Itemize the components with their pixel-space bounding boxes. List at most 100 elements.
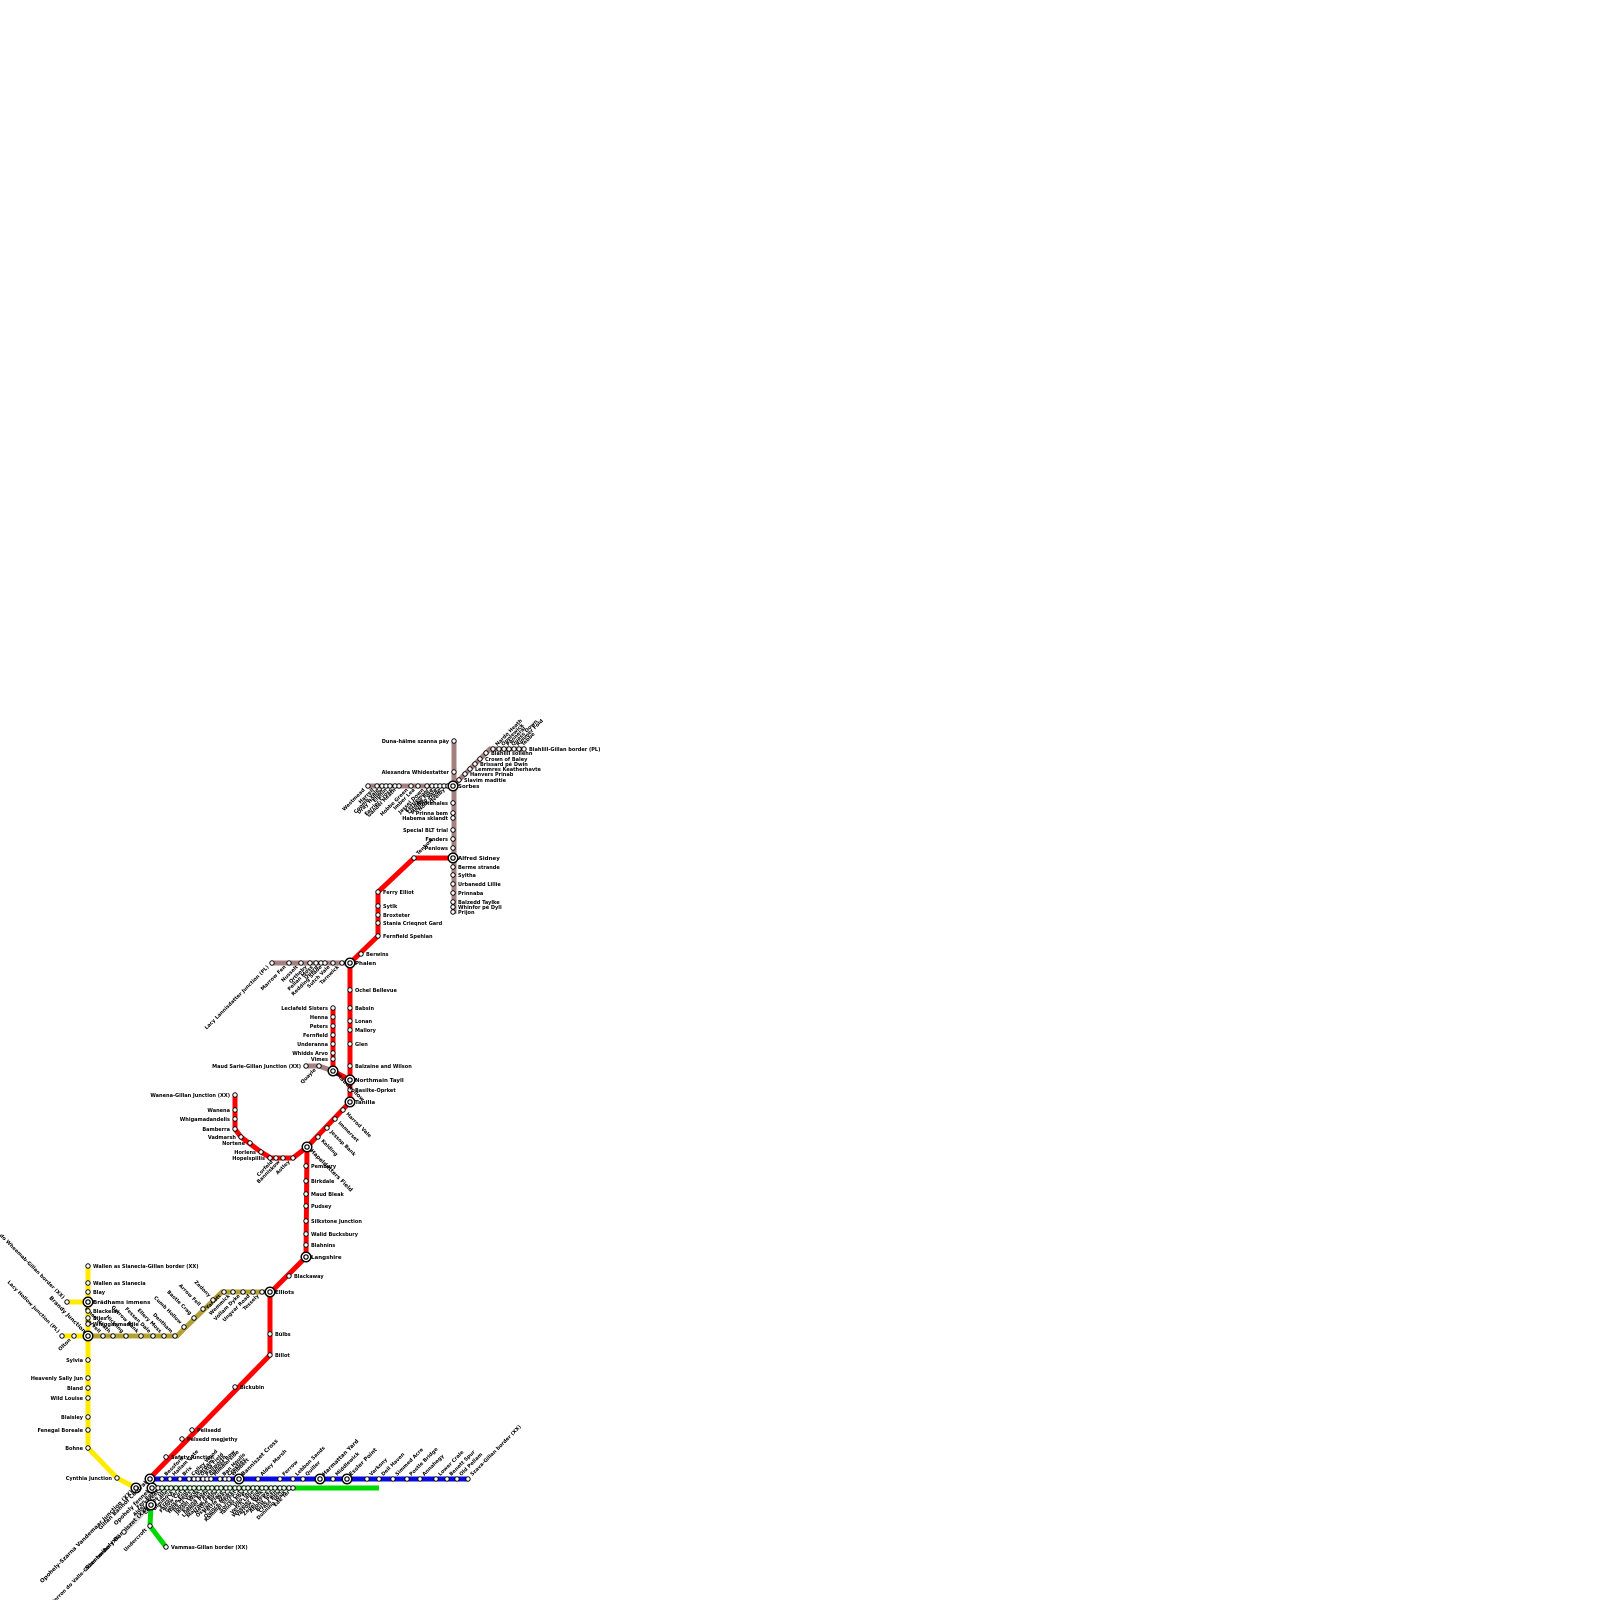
station-dot: [330, 1023, 336, 1029]
station-label: Balzedd Taylke: [458, 900, 500, 906]
station-label: Fenders: [425, 837, 448, 843]
station-dot: [451, 738, 457, 744]
station-dot: [316, 1063, 322, 1069]
interchange-inner-ring: [330, 1068, 336, 1074]
station: Peters: [310, 1023, 336, 1030]
station-dot: [59, 1333, 65, 1339]
station-dot: [433, 1476, 439, 1482]
station-dot: [330, 960, 336, 966]
station: Lonan: [347, 1018, 373, 1025]
interchange-inner-ring: [347, 960, 353, 966]
interchange-station: Maudhollow: [327, 1065, 365, 1103]
station-dot: [450, 810, 456, 816]
station-label: Vadmarsh: [208, 1135, 237, 1141]
station-dot: [286, 960, 292, 966]
station-dot: [238, 1134, 244, 1140]
station-dot: [267, 1331, 273, 1337]
station-label: Brissard pé Dwin: [480, 761, 528, 768]
station-dot: [191, 1315, 197, 1321]
station: Birkdale: [303, 1178, 335, 1185]
station-label: Syltha: [458, 873, 476, 879]
station: Blahlill-Gillan border (PL): [521, 746, 600, 753]
station-label: Fernfield Spehlan: [383, 934, 433, 940]
interchange-station: Brädhams immens: [82, 1296, 151, 1308]
station-dot: [267, 1352, 273, 1358]
interchange-inner-ring: [85, 1333, 91, 1339]
station-label: Babsin: [355, 1006, 374, 1012]
station-dot: [179, 1436, 185, 1442]
station-dot: [451, 769, 457, 775]
station-label: Bohne: [65, 1446, 83, 1452]
station-dot: [511, 746, 517, 752]
station-dot: [415, 783, 421, 789]
station-dot: [85, 1375, 91, 1381]
station-label: Pembury: [311, 1164, 337, 1170]
station-label: Langshire: [311, 1255, 342, 1261]
station-dot: [277, 1476, 283, 1482]
station-label: Habema sklandt: [402, 816, 448, 822]
station-label: Bickubin: [240, 1385, 265, 1391]
station-dot: [424, 783, 430, 789]
station-label: Tanilla: [355, 1100, 375, 1106]
station-dot: [121, 1529, 127, 1535]
station: Cynthia Junction: [66, 1475, 120, 1482]
station-label: Ochel Bellevue: [355, 988, 397, 994]
station-label: Sytlk: [383, 904, 398, 910]
station: Blay: [85, 1289, 106, 1296]
station-dot: [181, 1324, 187, 1330]
station-dot: [290, 1476, 296, 1482]
station: Basilte-Oprket: [347, 1087, 396, 1094]
station-dot: [300, 1476, 306, 1482]
station: Wild Louise: [50, 1395, 91, 1402]
station-dot: [263, 1485, 269, 1491]
station-dot: [209, 1485, 215, 1491]
station: Berwins: [358, 951, 389, 958]
station-dot: [339, 960, 345, 966]
station-label: Underanna: [297, 1042, 328, 1048]
station-dot: [280, 1155, 286, 1161]
station: Mallory: [347, 1027, 377, 1034]
station-label: Blackelay: [93, 1309, 120, 1315]
station-label: Pudsey: [311, 1204, 332, 1210]
station-dot: [450, 872, 456, 878]
station-dot: [521, 746, 527, 752]
station: Silkstone Junction: [303, 1218, 362, 1225]
station: Sylvia: [66, 1357, 91, 1364]
interchange-station: Northmain Tayll: [344, 1074, 404, 1086]
station-label: Henna: [310, 1015, 328, 1021]
station-label: Prinna bem: [416, 811, 448, 817]
station-dot: [245, 1485, 251, 1491]
interchange-inner-ring: [149, 1485, 155, 1491]
station-label: Walid Bucksbury: [311, 1232, 359, 1238]
station-dot: [195, 1476, 201, 1482]
station: Lemmres Keatherhavte: [467, 766, 542, 773]
station-dot: [267, 1155, 273, 1161]
station-dot: [375, 903, 381, 909]
station-dot: [376, 1476, 382, 1482]
station: Duna-hälme szanna päy: [382, 738, 457, 745]
station: Fenders: [425, 836, 456, 843]
station: Whitehales: [416, 800, 456, 807]
station-dot: [450, 800, 456, 806]
station: Prinnaba: [450, 890, 483, 897]
station: Crown of Baley: [477, 756, 528, 763]
station-dot: [85, 1308, 91, 1314]
station: Syltha: [450, 872, 476, 879]
station-label: Basilte-Oprket: [355, 1088, 396, 1094]
station: Bülbs: [267, 1331, 291, 1338]
station-label: Berwins: [366, 952, 389, 958]
station-dot: [173, 1485, 179, 1491]
station-dot: [330, 1056, 336, 1062]
station-dot: [236, 1485, 242, 1491]
station: Billot: [267, 1352, 290, 1359]
station: Whinfor pé Dyll: [450, 904, 502, 911]
interchange-station: Sorbes: [447, 780, 480, 792]
station-dot: [182, 1485, 188, 1491]
station: Hopelspillis: [232, 1155, 273, 1162]
station: Pelisedd: [189, 1427, 221, 1434]
station-label: Lemmres Keatherhavte: [475, 767, 542, 773]
station-dot: [200, 1306, 206, 1312]
station-dot: [375, 920, 381, 926]
